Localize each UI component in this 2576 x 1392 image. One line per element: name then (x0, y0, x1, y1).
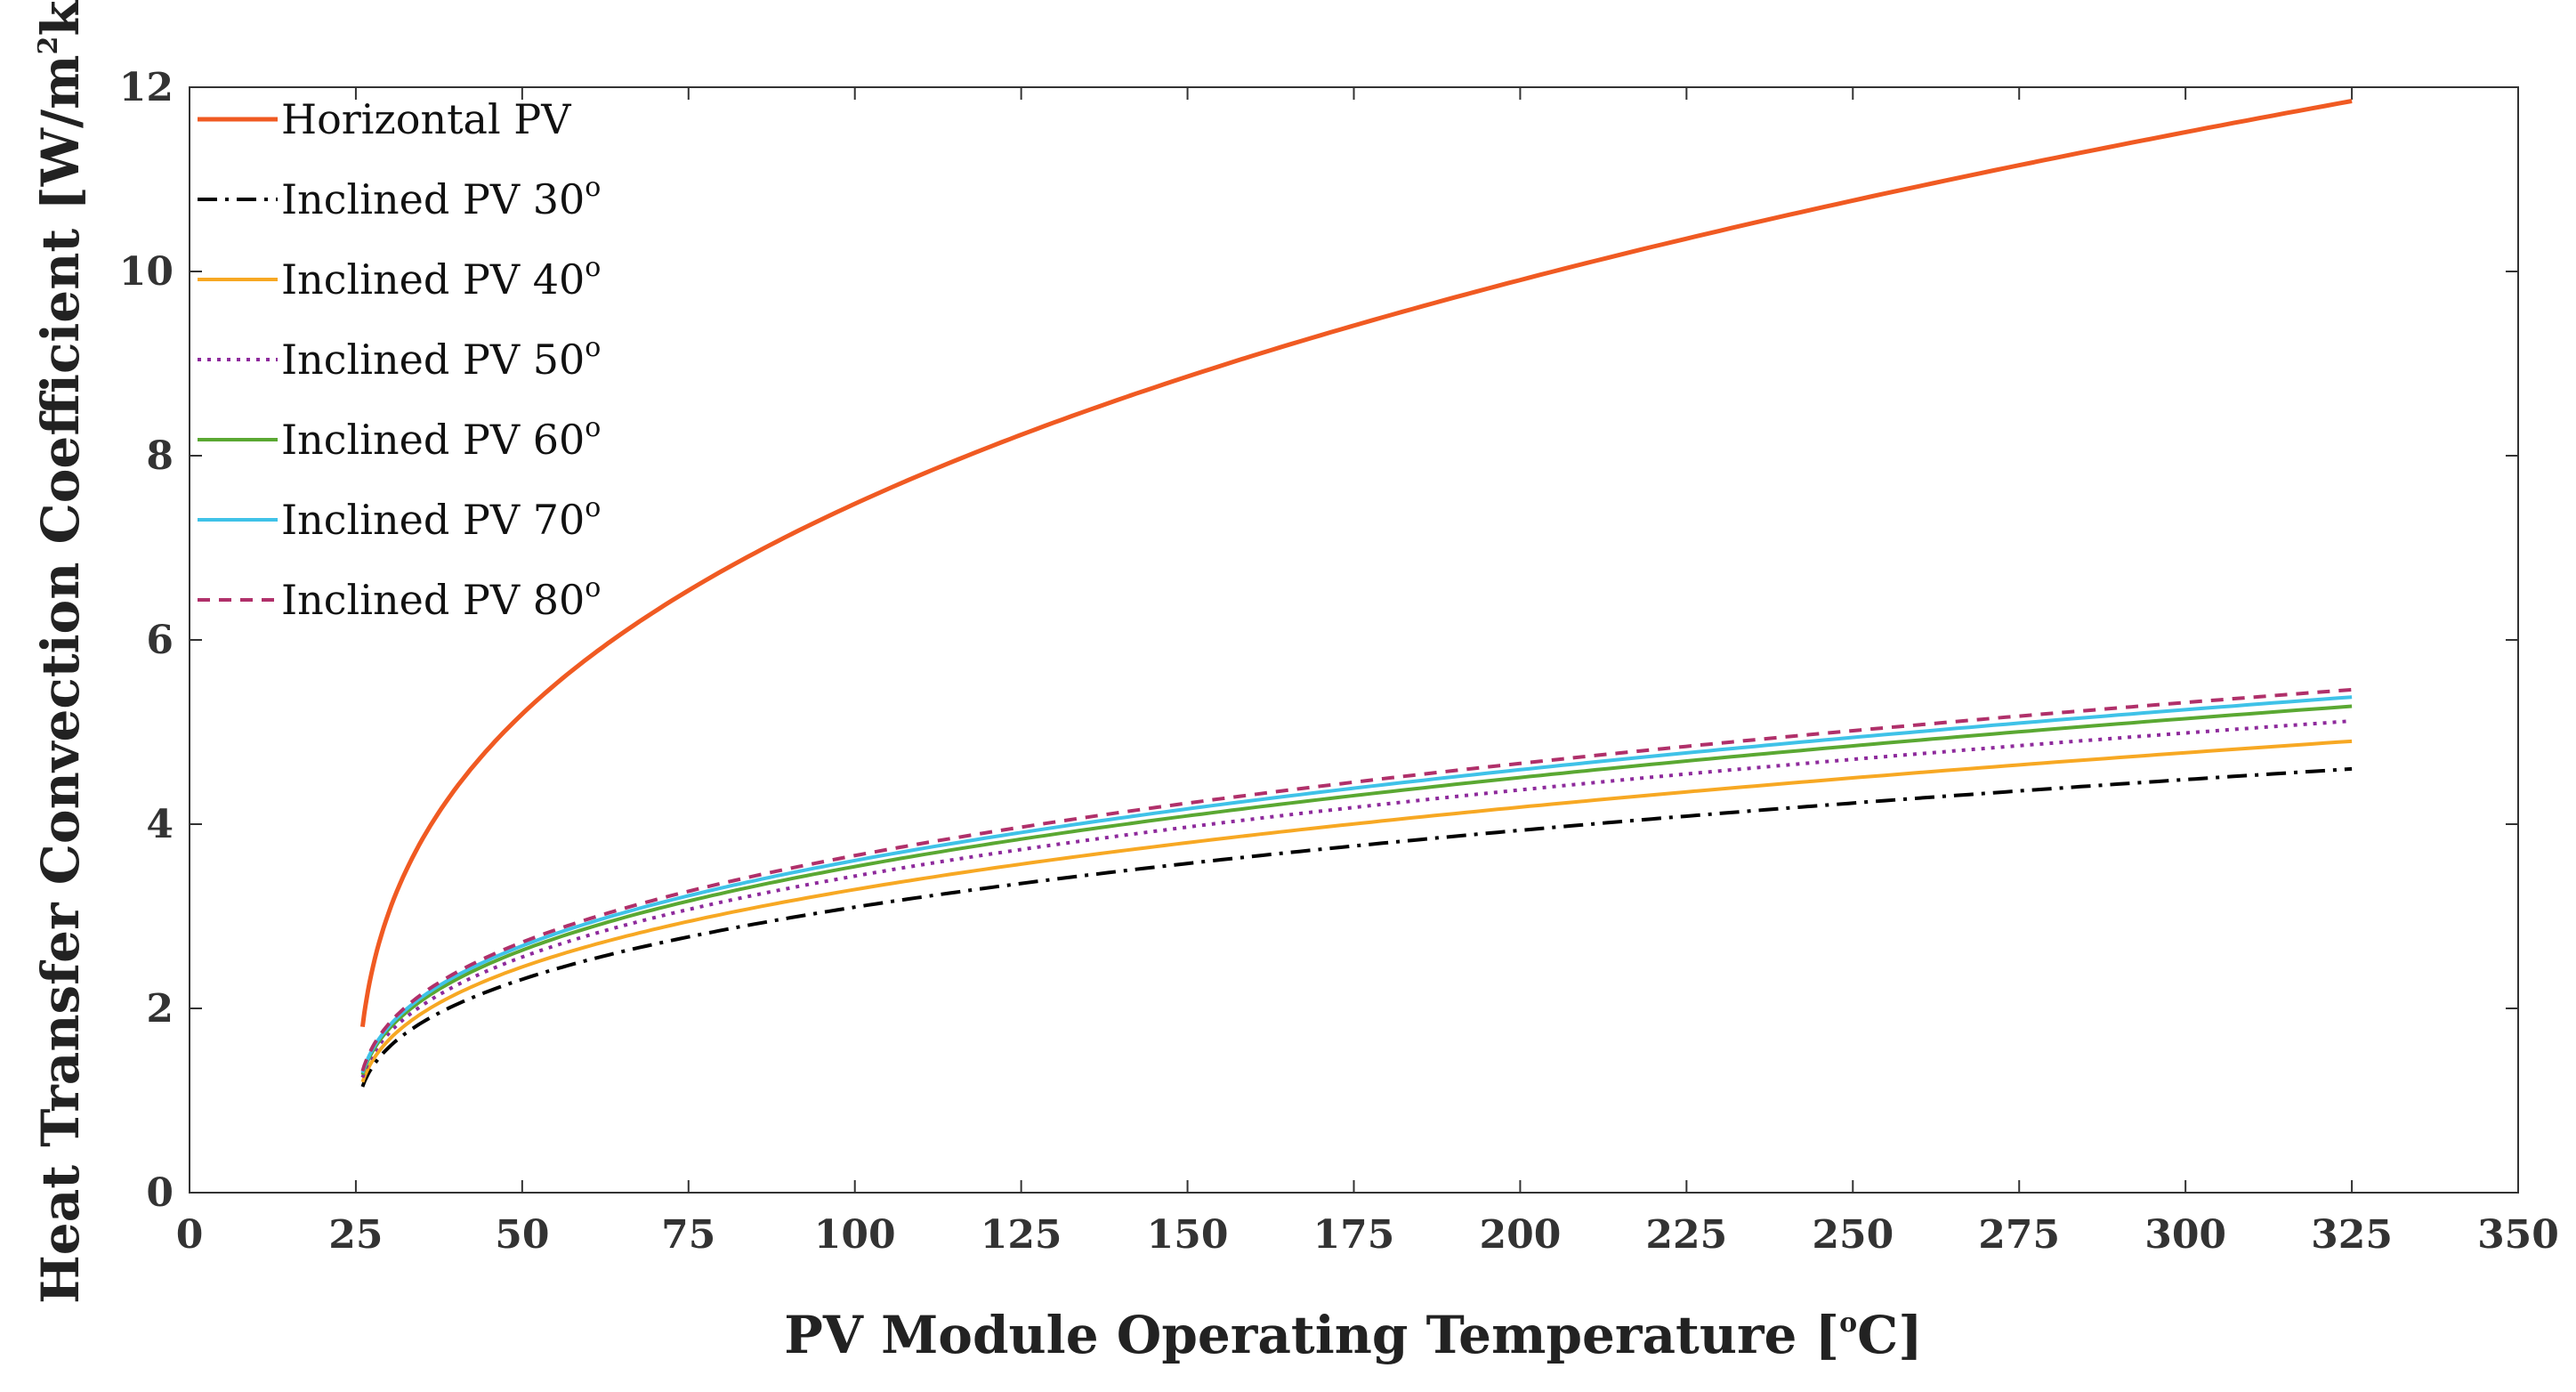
x-axis-title: PV Module Operating Temperature [oC] (784, 1305, 1922, 1365)
legend-label: Inclined PV 50o (281, 332, 601, 384)
series-line (360, 687, 2353, 1072)
x-axis: 0 25 50 75 100 125 150 175 200 225 250 275 300 325 350 (176, 87, 2559, 1258)
y-tick-label: 8 (146, 433, 174, 479)
legend-label: Inclined PV 40o (281, 252, 601, 303)
legend-label: Horizontal PV (281, 95, 571, 143)
x-tick-label: 50 (495, 1212, 549, 1258)
y-axis-title: Heat Transfer Convection Coefficient [W/… (30, 0, 91, 1304)
series-line (360, 695, 2353, 1074)
y-tick-label: 12 (119, 65, 174, 110)
x-tick-label: 175 (1313, 1212, 1395, 1258)
series-layer (359, 99, 2353, 1088)
x-tick-label: 100 (814, 1212, 896, 1258)
y-axis: 0 2 4 6 8 10 12 (119, 65, 2518, 1216)
y-tick-label: 0 (146, 1170, 174, 1216)
x-tick-label: 350 (2477, 1212, 2559, 1258)
series-line (360, 739, 2353, 1083)
legend: Horizontal PV Inclined PV 30o Inclined PV … (198, 95, 601, 624)
series-line (360, 766, 2353, 1088)
x-tick-label: 200 (1479, 1212, 1561, 1258)
legend-label: Inclined PV 80o (281, 572, 601, 624)
x-tick-label: 150 (1147, 1212, 1229, 1258)
legend-label: Inclined PV 70o (281, 492, 601, 544)
y-tick-label: 4 (146, 802, 174, 847)
series-line (360, 704, 2353, 1076)
plot-area (189, 86, 2519, 1194)
x-tick-label: 125 (981, 1212, 1062, 1258)
x-tick-label: 325 (2311, 1212, 2393, 1258)
x-tick-label: 25 (328, 1212, 383, 1258)
x-tick-label: 250 (1812, 1212, 1894, 1258)
series-line (360, 719, 2353, 1079)
x-tick-label: 275 (1978, 1212, 2060, 1258)
series-line (359, 99, 2353, 1028)
y-tick-label: 6 (146, 618, 174, 663)
y-tick-label: 10 (119, 249, 174, 295)
legend-label: Inclined PV 60o (281, 412, 601, 464)
x-tick-label: 0 (176, 1212, 204, 1258)
x-tick-label: 225 (1645, 1212, 1727, 1258)
x-tick-label: 75 (661, 1212, 715, 1258)
y-tick-label: 2 (146, 986, 174, 1032)
legend-label: Inclined PV 30o (281, 172, 601, 223)
x-tick-label: 300 (2144, 1212, 2226, 1258)
